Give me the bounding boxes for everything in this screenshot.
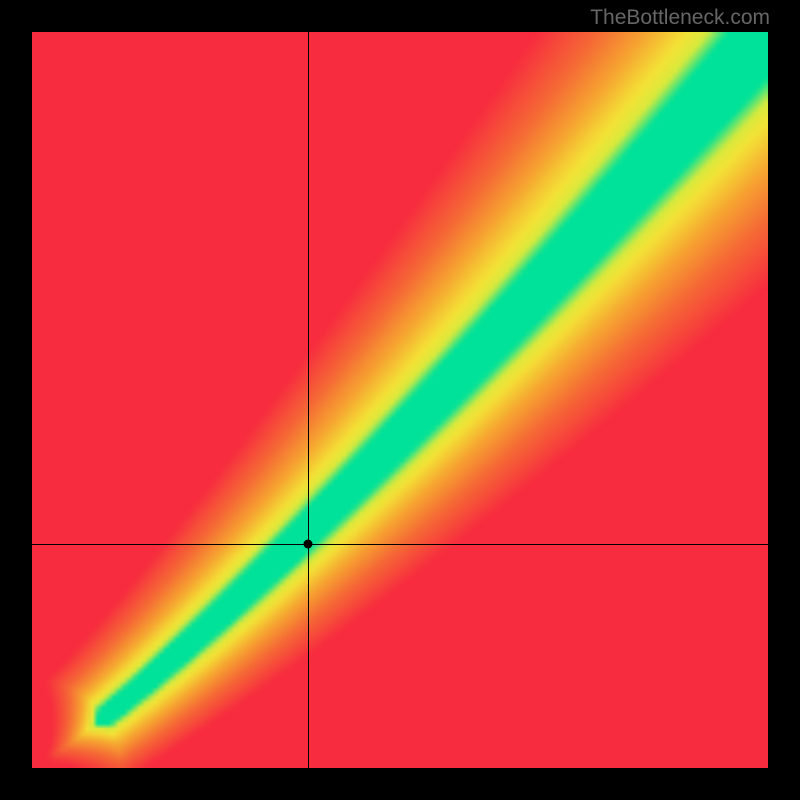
crosshair-vertical xyxy=(308,32,309,768)
crosshair-horizontal xyxy=(32,544,768,545)
watermark-text: TheBottleneck.com xyxy=(590,6,770,30)
heatmap-canvas xyxy=(32,32,768,768)
crosshair-marker xyxy=(304,539,313,548)
heatmap-plot xyxy=(32,32,768,768)
